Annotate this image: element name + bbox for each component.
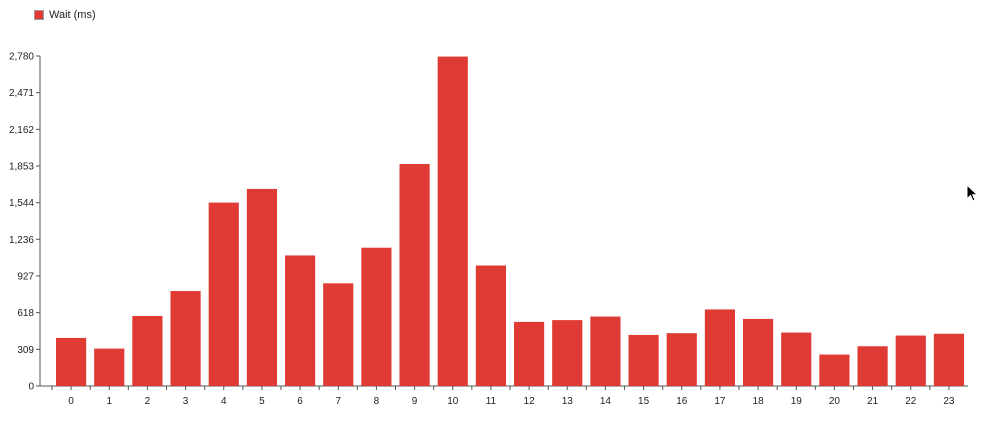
- x-tick-label: 6: [297, 396, 303, 407]
- bar: [475, 265, 506, 386]
- bar: [94, 348, 125, 386]
- bar: [552, 320, 583, 386]
- x-tick-label: 2: [145, 396, 151, 407]
- x-tick-label: 9: [412, 396, 418, 407]
- y-tick-label: 1,853: [9, 162, 34, 173]
- x-tick-label: 17: [714, 396, 726, 407]
- bar: [628, 334, 659, 386]
- bar: [819, 354, 850, 386]
- bar: [170, 291, 201, 386]
- bar: [666, 333, 697, 386]
- x-tick-label: 1: [106, 396, 112, 407]
- x-tick-label: 21: [867, 396, 879, 407]
- bar: [56, 337, 87, 386]
- x-tick-label: 20: [829, 396, 841, 407]
- x-tick-label: 11: [486, 396, 497, 407]
- legend: Wait (ms): [34, 9, 96, 21]
- y-tick-label: 0: [28, 382, 34, 393]
- y-tick-label: 1,236: [9, 235, 34, 246]
- x-tick-label: 0: [68, 396, 74, 407]
- x-tick-label: 19: [791, 396, 803, 407]
- bar: [285, 255, 316, 386]
- bar: [704, 309, 735, 386]
- x-tick-label: 12: [524, 396, 536, 407]
- bar: [781, 332, 812, 386]
- y-tick-label: 2,780: [9, 52, 34, 63]
- legend-label: Wait (ms): [49, 9, 96, 21]
- y-tick-label: 2,471: [9, 88, 34, 99]
- x-tick-label: 23: [943, 396, 955, 407]
- x-tick-label: 7: [335, 396, 341, 407]
- y-tick-label: 309: [17, 345, 34, 356]
- x-tick-label: 22: [905, 396, 917, 407]
- y-tick-label: 618: [17, 308, 34, 319]
- x-tick-label: 18: [753, 396, 765, 407]
- x-tick-label: 5: [259, 396, 265, 407]
- bar: [399, 164, 430, 386]
- x-tick-label: 13: [562, 396, 574, 407]
- legend-swatch: [34, 10, 44, 20]
- bar: [437, 56, 468, 386]
- y-tick-label: 927: [17, 271, 34, 282]
- bar: [361, 247, 392, 386]
- bar: [933, 333, 964, 386]
- bar: [132, 315, 163, 386]
- mouse-pointer-icon: [966, 184, 978, 202]
- bar: [514, 321, 545, 386]
- bar: [895, 335, 926, 386]
- x-tick-label: 15: [638, 396, 650, 407]
- x-tick-label: 4: [221, 396, 227, 407]
- bar: [590, 316, 621, 386]
- y-tick-label: 2,162: [9, 125, 34, 136]
- bar: [208, 202, 239, 386]
- bar: [743, 318, 774, 386]
- bar: [246, 188, 277, 386]
- bar: [323, 283, 354, 386]
- bar: [857, 346, 888, 386]
- x-tick-label: 10: [447, 396, 459, 407]
- x-tick-label: 3: [183, 396, 189, 407]
- x-tick-label: 16: [676, 396, 688, 407]
- y-tick-label: 1,544: [9, 198, 34, 209]
- x-tick-label: 8: [374, 396, 380, 407]
- x-tick-label: 14: [600, 396, 612, 407]
